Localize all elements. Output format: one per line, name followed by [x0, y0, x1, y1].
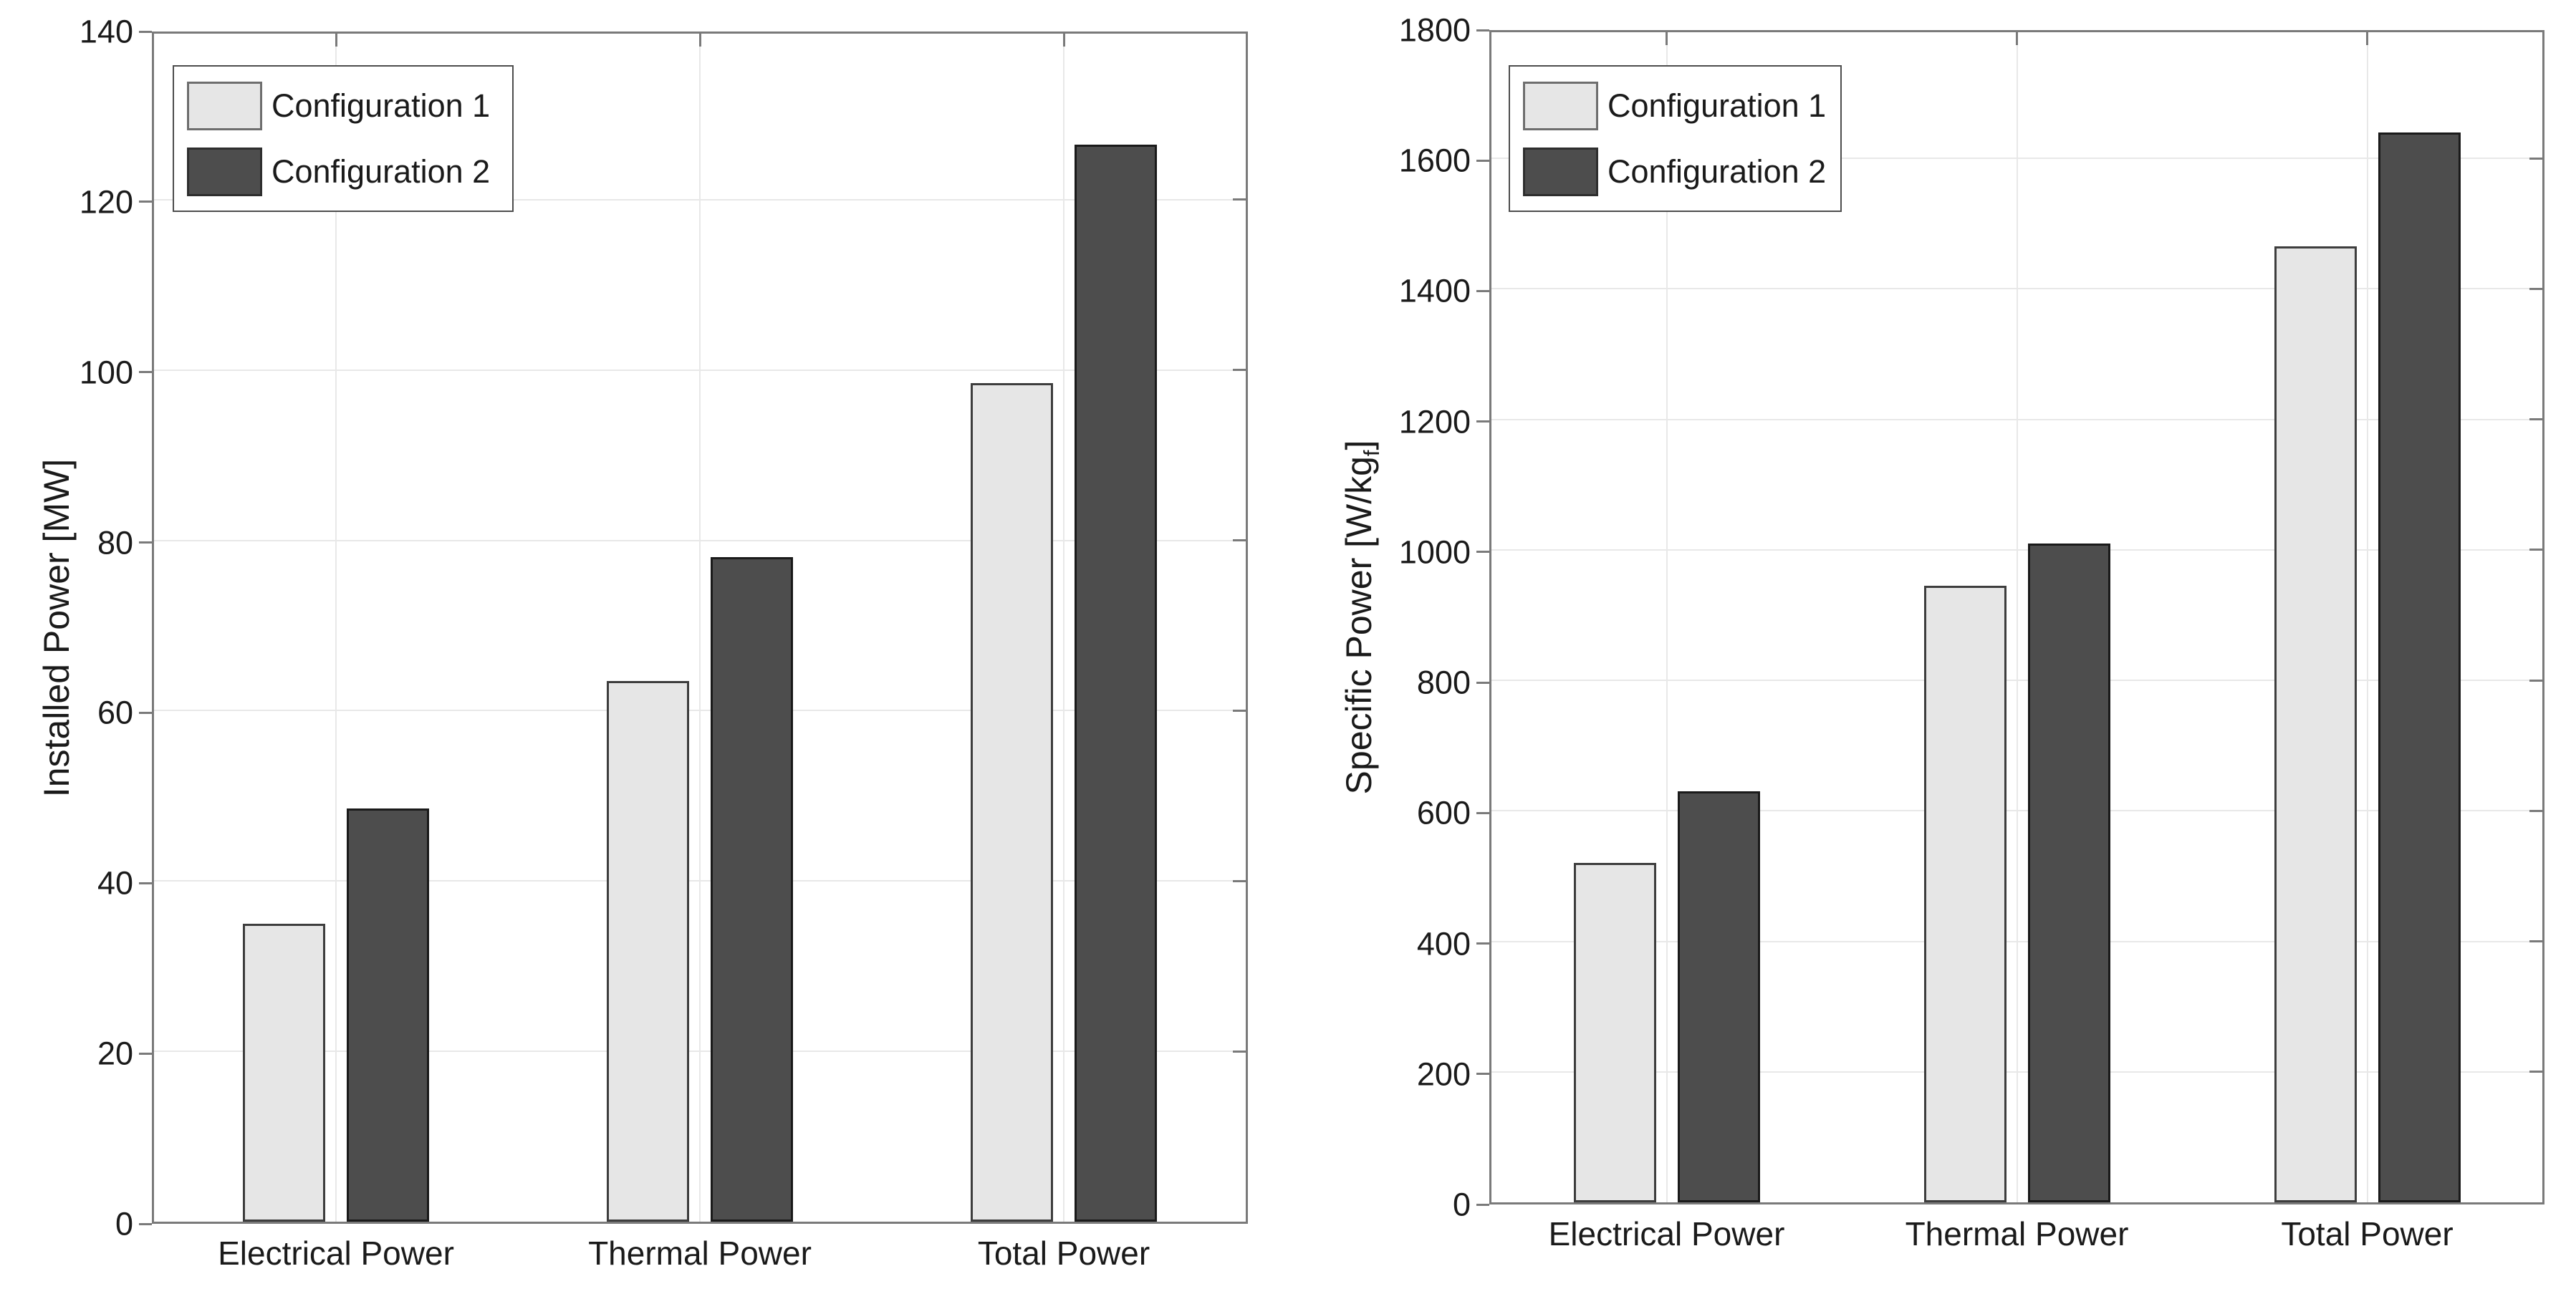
top-tick [2366, 32, 2368, 45]
y-axis-tick [1476, 551, 1489, 554]
bar-configuration-2-1 [2027, 543, 2110, 1202]
y-axis-label-subscript: f [1359, 450, 1384, 457]
y-tick-label: 400 [1416, 925, 1471, 962]
bar-configuration-2-2 [1075, 144, 1157, 1222]
gridline-vertical [2366, 32, 2368, 1202]
legend: Configuration 1 Configuration 2 [1509, 65, 1842, 212]
legend-item: Configuration 1 [1523, 81, 1827, 130]
x-category-label: Electrical Power [1548, 1215, 1785, 1252]
x-category-label: Electrical Power [218, 1235, 454, 1272]
y-tick-label: 0 [115, 1205, 133, 1242]
plot-area [1489, 30, 2544, 1204]
y-axis-tick [139, 371, 152, 374]
bar-configuration-1-0 [243, 923, 325, 1222]
y-tick-label: 0 [1452, 1186, 1471, 1223]
y-axis-tick [1476, 159, 1489, 162]
y-tick-label: 600 [1416, 794, 1471, 831]
y-tick-label: 1400 [1398, 272, 1471, 309]
y-tick-label: 1200 [1398, 403, 1471, 440]
y-axis-tick [139, 30, 152, 33]
y-axis-tick [1476, 942, 1489, 945]
bar-configuration-2-2 [2378, 132, 2461, 1202]
right-tick [1233, 369, 1246, 372]
y-tick-label: 100 [79, 354, 133, 391]
y-tick-label: 120 [79, 183, 133, 221]
y-tick-label: 80 [97, 524, 133, 561]
right-tick [2529, 418, 2542, 421]
top-tick [2016, 32, 2018, 45]
y-axis-tick [1476, 1203, 1489, 1206]
y-axis-tick [1476, 289, 1489, 292]
y-axis-tick [1476, 29, 1489, 32]
bar-configuration-1-1 [607, 680, 689, 1222]
top-tick [1062, 34, 1065, 47]
y-axis-tick [1476, 681, 1489, 684]
bar-configuration-1-1 [1923, 586, 2007, 1202]
y-tick-label: 800 [1416, 664, 1471, 701]
right-tick [2529, 287, 2542, 290]
legend-label: Configuration 2 [271, 153, 491, 190]
legend-label: Configuration 2 [1607, 153, 1827, 190]
y-tick-label: 1000 [1398, 533, 1471, 571]
y-axis-label: Specific Power [W/kgf] [1339, 440, 1384, 795]
plot-area [152, 32, 1248, 1224]
top-tick [335, 34, 337, 47]
y-axis-tick [139, 711, 152, 714]
y-axis-tick [1476, 811, 1489, 814]
y-tick-label: 1600 [1398, 142, 1471, 179]
right-tick [2529, 940, 2542, 943]
right-tick [2529, 679, 2542, 682]
y-tick-label: 200 [1416, 1056, 1471, 1093]
y-axis-tick [139, 201, 152, 203]
y-tick-label: 20 [97, 1035, 133, 1072]
y-axis-tick [1476, 420, 1489, 423]
x-category-label: Total Power [2281, 1215, 2454, 1252]
right-tick [2529, 549, 2542, 551]
gridline-vertical [2016, 32, 2018, 1202]
y-tick-label: 140 [79, 13, 133, 50]
y-axis-tick [139, 541, 152, 544]
legend-swatch [187, 81, 262, 130]
right-tick [1233, 539, 1246, 542]
legend-label: Configuration 1 [271, 87, 491, 124]
x-category-label: Total Power [977, 1235, 1150, 1272]
y-axis-tick [139, 1052, 152, 1055]
y-axis-tick [139, 882, 152, 884]
bar-configuration-1-0 [1573, 863, 1656, 1202]
y-axis-tick [139, 1222, 152, 1225]
y-axis-tick [1476, 1073, 1489, 1076]
bar-configuration-2-0 [1677, 791, 1760, 1202]
right-tick [2529, 1071, 2542, 1073]
legend-item: Configuration 1 [187, 81, 499, 130]
right-tick [1233, 198, 1246, 201]
y-tick-label: 40 [97, 864, 133, 902]
top-tick [1666, 32, 1668, 45]
right-tick [1233, 1050, 1246, 1053]
bar-configuration-1-2 [971, 382, 1053, 1222]
bar-configuration-2-1 [711, 557, 793, 1222]
right-tick [2529, 157, 2542, 160]
legend-label: Configuration 1 [1607, 87, 1827, 124]
legend: Configuration 1 Configuration 2 [173, 65, 514, 212]
x-category-label: Thermal Power [588, 1235, 812, 1272]
right-tick [2529, 809, 2542, 812]
legend-item: Configuration 2 [1523, 147, 1827, 196]
bar-configuration-2-0 [347, 808, 429, 1222]
bar-configuration-1-2 [2274, 246, 2357, 1202]
legend-swatch [187, 147, 262, 196]
right-tick [1233, 879, 1246, 882]
legend-swatch [1523, 81, 1598, 130]
top-tick [698, 34, 701, 47]
y-tick-label: 1800 [1398, 11, 1471, 49]
right-tick [1233, 709, 1246, 712]
legend-swatch [1523, 147, 1598, 196]
legend-item: Configuration 2 [187, 147, 499, 196]
y-tick-label: 60 [97, 694, 133, 731]
x-category-label: Thermal Power [1905, 1215, 2129, 1252]
